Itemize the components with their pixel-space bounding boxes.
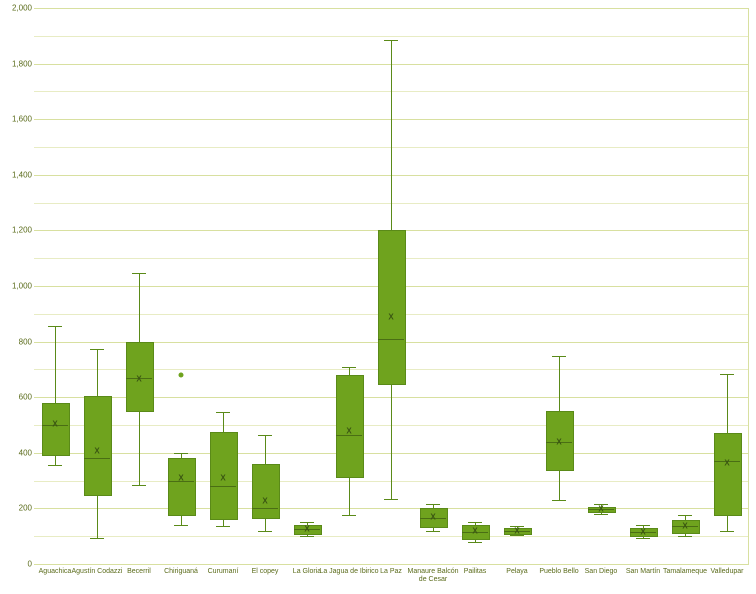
cap-upper	[90, 349, 104, 350]
mean-marker: X	[472, 527, 477, 536]
cap-upper	[468, 522, 482, 523]
outlier-point	[179, 372, 184, 377]
x-axis-label: Valledupar	[697, 568, 756, 576]
mean-marker: X	[682, 521, 687, 530]
boxplot-chart: { "chart": { "type": "boxplot", "backgro…	[0, 0, 756, 594]
cap-lower	[90, 538, 104, 539]
cap-lower	[426, 531, 440, 532]
median-line	[378, 339, 404, 340]
gridline	[34, 36, 748, 37]
box	[714, 433, 742, 516]
cap-upper	[552, 356, 566, 357]
cap-upper	[342, 367, 356, 368]
cap-lower	[720, 531, 734, 532]
cap-lower	[552, 500, 566, 501]
cap-upper	[300, 522, 314, 523]
cap-upper	[174, 453, 188, 454]
box	[168, 458, 196, 516]
whisker-upper	[139, 273, 140, 341]
median-line	[210, 486, 236, 487]
cap-upper	[48, 326, 62, 327]
mean-marker: X	[304, 525, 309, 534]
whisker-upper	[391, 40, 392, 230]
mean-marker: X	[262, 497, 267, 506]
cap-lower	[48, 465, 62, 466]
median-line	[84, 458, 110, 459]
whisker-lower	[265, 517, 266, 531]
cap-lower	[384, 499, 398, 500]
whisker-upper	[727, 374, 728, 434]
mean-marker: X	[556, 437, 561, 446]
cap-lower	[636, 538, 650, 539]
mean-marker: X	[724, 458, 729, 467]
cap-lower	[174, 525, 188, 526]
gridline	[34, 8, 748, 9]
y-axis-label: 1,400	[2, 170, 32, 179]
box	[42, 403, 70, 456]
whisker-upper	[97, 349, 98, 396]
cap-upper	[426, 504, 440, 505]
whisker-lower	[559, 469, 560, 500]
whisker-lower	[349, 476, 350, 515]
whisker-upper	[559, 356, 560, 412]
mean-marker: X	[388, 313, 393, 322]
whisker-lower	[391, 383, 392, 498]
whisker-upper	[265, 435, 266, 464]
cap-upper	[132, 273, 146, 274]
mean-marker: X	[178, 473, 183, 482]
y-axis-label: 600	[2, 393, 32, 402]
y-axis-label: 800	[2, 337, 32, 346]
mean-marker: X	[514, 526, 519, 535]
y-axis-label: 200	[2, 504, 32, 513]
mean-marker: X	[598, 504, 603, 513]
whisker-lower	[97, 495, 98, 538]
cap-upper	[258, 435, 272, 436]
cap-lower	[594, 514, 608, 515]
cap-lower	[468, 542, 482, 543]
box	[378, 230, 406, 385]
whisker-upper	[349, 367, 350, 375]
box	[252, 464, 280, 519]
mean-marker: X	[94, 447, 99, 456]
mean-marker: X	[640, 528, 645, 537]
y-axis-label: 2,000	[2, 4, 32, 13]
y-axis-label: 1,200	[2, 226, 32, 235]
gridline	[34, 564, 748, 565]
median-line	[252, 508, 278, 509]
mean-marker: X	[220, 473, 225, 482]
mean-marker: X	[136, 375, 141, 384]
y-axis-label: 400	[2, 448, 32, 457]
mean-marker: X	[52, 419, 57, 428]
cap-lower	[300, 536, 314, 537]
cap-lower	[132, 485, 146, 486]
y-axis-label: 1,800	[2, 59, 32, 68]
cap-lower	[216, 526, 230, 527]
cap-upper	[384, 40, 398, 41]
cap-upper	[636, 525, 650, 526]
whisker-lower	[727, 514, 728, 531]
y-axis-label: 1,600	[2, 115, 32, 124]
gridline	[34, 508, 748, 509]
mean-marker: X	[430, 512, 435, 521]
y-axis-label: 1,000	[2, 282, 32, 291]
mean-marker: X	[346, 426, 351, 435]
cap-upper	[720, 374, 734, 375]
whisker-upper	[55, 326, 56, 402]
cap-lower	[678, 536, 692, 537]
cap-upper	[216, 412, 230, 413]
whisker-upper	[223, 412, 224, 431]
whisker-lower	[139, 410, 140, 485]
cap-lower	[342, 515, 356, 516]
cap-upper	[678, 515, 692, 516]
cap-lower	[258, 531, 272, 532]
